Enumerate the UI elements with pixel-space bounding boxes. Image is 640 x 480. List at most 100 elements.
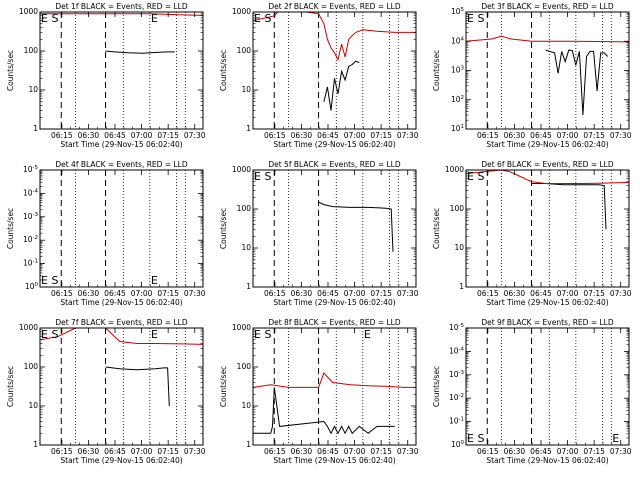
panel-det-5: Det 5f BLACK = Events, RED = LLD Counts/s… [219,160,419,307]
x-tick-label: 07:15 [583,289,605,298]
y-tick-label: 100 [24,362,39,371]
x-tick-label: 07:15 [370,131,392,140]
x-tick-label: 07:30 [397,289,419,298]
y-tick-label: 1000 [232,7,251,16]
series-line-lld [39,327,204,345]
end-marker-label: E [364,328,371,341]
x-tick-label: 07:30 [610,131,632,140]
x-axis-label: Start Time (29-Nov-15 06:02:40) [60,140,182,149]
y-tick-label: 102 [451,94,464,104]
plot-frame [465,11,630,130]
y-tick-label: 104 [451,36,465,46]
series-line-events [253,387,395,435]
x-tick-label: 07:15 [370,289,392,298]
x-tick-label: 06:30 [78,289,100,298]
x-axis-label: Start Time (29-Nov-15 06:02:40) [486,140,608,149]
series-line-events [545,49,609,116]
y-tick-label: 103 [451,65,465,75]
event-start-label: E S [41,12,58,25]
y-tick-label: 100 [237,46,252,55]
end-marker-label: E [151,12,158,25]
y-axis-label: Counts/sec [6,208,15,249]
x-tick-label: 06:30 [78,447,100,456]
x-tick-label: 07:00 [557,447,579,456]
y-axis-label: Counts/sec [432,366,441,407]
x-tick-label: 07:30 [610,447,632,456]
x-tick-label: 07:00 [131,289,153,298]
end-marker-label: E [612,432,619,445]
x-tick-label: 06:15 [264,447,286,456]
panel-title: Det 4f BLACK = Events, RED = LLD [55,160,188,169]
x-tick-label: 06:45 [530,131,552,140]
series-line-lld [252,372,416,388]
y-tick-label: 100 [450,204,465,213]
panel-det-9: Det 9f BLACK = Events, RED = LLD Counts/s… [432,318,632,465]
x-tick-label: 07:00 [344,131,366,140]
x-axis-label: Start Time (29-Nov-15 06:02:40) [273,298,395,307]
series-line-events [105,366,170,407]
panel-title: Det 8f BLACK = Events, RED = LLD [268,318,401,327]
series-line-lld [465,169,630,184]
x-tick-label: 07:15 [157,447,179,456]
series-line-events [323,60,360,111]
x-tick-label: 07:15 [370,447,392,456]
series-line-lld [252,11,416,62]
x-tick-label: 06:45 [317,131,339,140]
event-start-label: E S [254,170,271,183]
y-tick-label: 1 [33,440,38,449]
x-tick-label: 06:45 [104,131,126,140]
y-tick-label: 1000 [232,323,251,332]
y-axis-label: Counts/sec [219,208,228,249]
y-tick-label: 101 [451,124,464,134]
series-line-events [531,183,607,230]
y-tick-label: 1000 [19,7,38,16]
y-tick-label: 10 [241,85,251,94]
y-tick-label: 1 [459,282,464,291]
y-tick-label: 105 [451,7,465,17]
panel-title: Det 7f BLACK = Events, RED = LLD [55,318,188,327]
plot-frame [252,327,417,446]
y-tick-label: 1000 [445,165,464,174]
series-line-events [105,50,175,54]
panel-title: Det 3f BLACK = Events, RED = LLD [481,2,614,11]
y-tick-label: 10 [241,401,251,410]
panel-title: Det 6f BLACK = Events, RED = LLD [481,160,614,169]
panel-title: Det 1f BLACK = Events, RED = LLD [55,2,188,11]
x-tick-label: 07:15 [157,289,179,298]
y-tick-label: 10-3 [23,211,39,221]
event-start-label: E S [467,170,484,183]
event-start-label: E S [467,432,484,445]
panel-det-3: Det 3f BLACK = Events, RED = LLD Counts/s… [432,2,632,149]
x-axis-label: Start Time (29-Nov-15 06:02:40) [486,456,608,465]
y-tick-label: 1 [246,124,251,133]
x-tick-label: 06:45 [104,289,126,298]
x-tick-label: 06:45 [530,447,552,456]
plot-frame [252,169,417,288]
x-tick-label: 07:15 [583,131,605,140]
x-tick-label: 07:30 [184,447,206,456]
x-tick-label: 06:15 [51,289,73,298]
y-tick-label: 1 [246,282,251,291]
x-tick-label: 07:30 [610,289,632,298]
panel-det-4: Det 4f BLACK = Events, RED = LLD Counts/s… [6,160,206,307]
x-tick-label: 06:30 [291,289,313,298]
x-tick-label: 06:15 [477,131,499,140]
x-tick-label: 06:15 [264,289,286,298]
x-axis-label: Start Time (29-Nov-15 06:02:40) [486,298,608,307]
x-tick-label: 06:45 [530,289,552,298]
x-tick-label: 07:30 [184,289,206,298]
y-axis-label: Counts/sec [432,208,441,249]
y-tick-label: 10 [28,401,38,410]
panel-det-1: Det 1f BLACK = Events, RED = LLD Counts/s… [6,2,206,149]
panel-title: Det 2f BLACK = Events, RED = LLD [268,2,401,11]
y-axis-label: Counts/sec [219,366,228,407]
y-tick-label: 100 [237,362,252,371]
event-start-label: E S [254,12,271,25]
x-tick-label: 07:00 [131,447,153,456]
y-tick-label: 10-5 [449,323,465,333]
series-line-lld [40,13,204,16]
y-axis-label: Counts/sec [6,50,15,91]
end-marker-label: E [151,328,158,341]
y-tick-label: 10 [454,243,464,252]
x-tick-label: 06:15 [51,447,73,456]
